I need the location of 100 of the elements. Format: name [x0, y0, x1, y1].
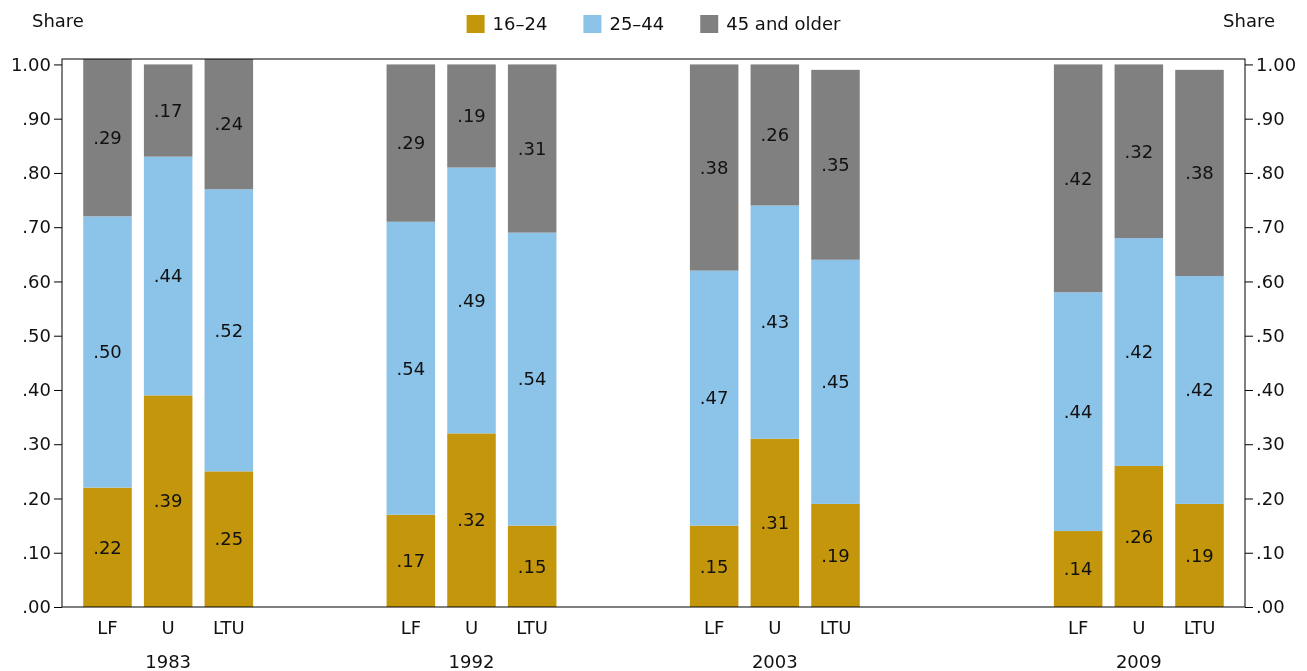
y2-tick-label: .30 — [1256, 433, 1285, 455]
data-label: .43 — [760, 311, 790, 333]
y2-tick-label: 1.00 — [1256, 53, 1297, 75]
bar — [447, 167, 496, 434]
data-label: .38 — [1185, 162, 1214, 184]
data-label: .52 — [214, 319, 244, 341]
text: 1983 — [145, 651, 192, 671]
y-tick-label: 1.00 — [10, 53, 51, 75]
data-label: .49 — [457, 289, 486, 311]
data-label: .54 — [396, 357, 426, 379]
data-label: .42 — [1185, 379, 1214, 401]
bar — [1175, 69, 1224, 277]
bar — [204, 59, 254, 190]
bar — [1053, 64, 1103, 293]
x-tick-label: LTU — [212, 616, 245, 638]
bar — [386, 221, 436, 515]
y-tick-label: .80 — [22, 162, 51, 184]
bar — [1175, 503, 1224, 607]
x-tick-label: LTU — [516, 616, 549, 638]
y-tick-label: .90 — [22, 107, 51, 129]
y2-tick-label: .70 — [1256, 216, 1285, 238]
y-tick-label: .70 — [22, 216, 51, 238]
bar — [689, 270, 739, 526]
y2-tick-label: .50 — [1256, 324, 1285, 346]
y-tick-label: .20 — [22, 487, 51, 509]
data-label: .42 — [1063, 167, 1093, 189]
bar — [143, 156, 193, 396]
data-label: .26 — [760, 124, 790, 146]
bar — [1114, 238, 1164, 466]
bar — [1114, 64, 1164, 239]
bar — [83, 59, 132, 217]
y-tick-label: .40 — [22, 379, 51, 401]
y-tick-label: .50 — [22, 324, 51, 346]
bar — [689, 525, 739, 607]
data-label: .38 — [699, 156, 729, 178]
data-label: .42 — [1124, 341, 1154, 363]
data-label: .29 — [396, 132, 426, 154]
data-label: .35 — [821, 154, 850, 176]
y2-tick-label: .40 — [1256, 379, 1285, 401]
data-label: .44 — [1063, 400, 1093, 422]
bar — [447, 433, 496, 607]
y-tick-label: .00 — [22, 596, 51, 618]
bar — [386, 514, 436, 607]
data-label: .19 — [457, 105, 486, 127]
bar — [386, 64, 436, 222]
data-label: .29 — [93, 126, 122, 148]
text: 1992 — [448, 651, 495, 671]
bar — [83, 487, 132, 607]
bar — [143, 395, 193, 607]
data-label: .45 — [821, 371, 850, 393]
data-label: .19 — [1185, 544, 1214, 566]
y2-axis-title: Share — [1223, 10, 1275, 31]
text: 2003 — [751, 651, 798, 671]
x-tick-label: U — [1132, 616, 1146, 638]
bar — [83, 216, 132, 488]
bar — [689, 64, 739, 271]
x-tick-label: LF — [97, 616, 118, 638]
bar — [507, 64, 557, 233]
y-axis-title: Share — [32, 10, 84, 31]
legend-label: 16–24 — [492, 13, 548, 34]
y-tick-label: .60 — [22, 270, 51, 292]
bar — [1175, 276, 1224, 504]
data-label: .22 — [93, 536, 122, 558]
y2-tick-label: .10 — [1256, 542, 1285, 563]
data-label: .15 — [517, 555, 547, 577]
data-label: .32 — [1124, 140, 1154, 162]
y2-tick-label: .00 — [1256, 596, 1285, 618]
y2-tick-label: .90 — [1256, 107, 1285, 129]
data-label: .14 — [1063, 558, 1093, 580]
bar — [1053, 531, 1103, 607]
bar — [811, 503, 860, 607]
y-tick-label: .30 — [22, 433, 51, 455]
bar — [143, 64, 193, 157]
data-label: .17 — [396, 550, 426, 572]
y2-tick-label: .60 — [1256, 270, 1285, 292]
legend-label: 25–44 — [609, 13, 665, 34]
data-label: .54 — [517, 368, 547, 390]
bar — [1053, 292, 1103, 532]
data-label: .19 — [821, 544, 850, 566]
data-label: .39 — [153, 490, 183, 512]
data-label: .32 — [457, 509, 486, 531]
x-tick-label: LF — [400, 616, 422, 638]
legend-label: 45 and older — [726, 13, 841, 34]
bar — [750, 438, 800, 607]
data-label: .44 — [153, 265, 183, 287]
bar — [750, 205, 800, 439]
data-label: .31 — [760, 512, 790, 534]
x-tick-label: LF — [703, 616, 725, 638]
bar — [507, 525, 557, 607]
data-label: .15 — [699, 555, 729, 577]
bar — [750, 64, 800, 206]
data-label: .31 — [517, 137, 547, 159]
bar — [204, 189, 254, 472]
x-tick-label: U — [768, 616, 782, 638]
data-label: .50 — [93, 341, 122, 363]
y-tick-label: .10 — [22, 542, 51, 563]
y2-tick-label: .20 — [1256, 487, 1285, 509]
data-label: .26 — [1124, 525, 1154, 547]
bar — [507, 232, 557, 526]
bar — [447, 64, 496, 168]
